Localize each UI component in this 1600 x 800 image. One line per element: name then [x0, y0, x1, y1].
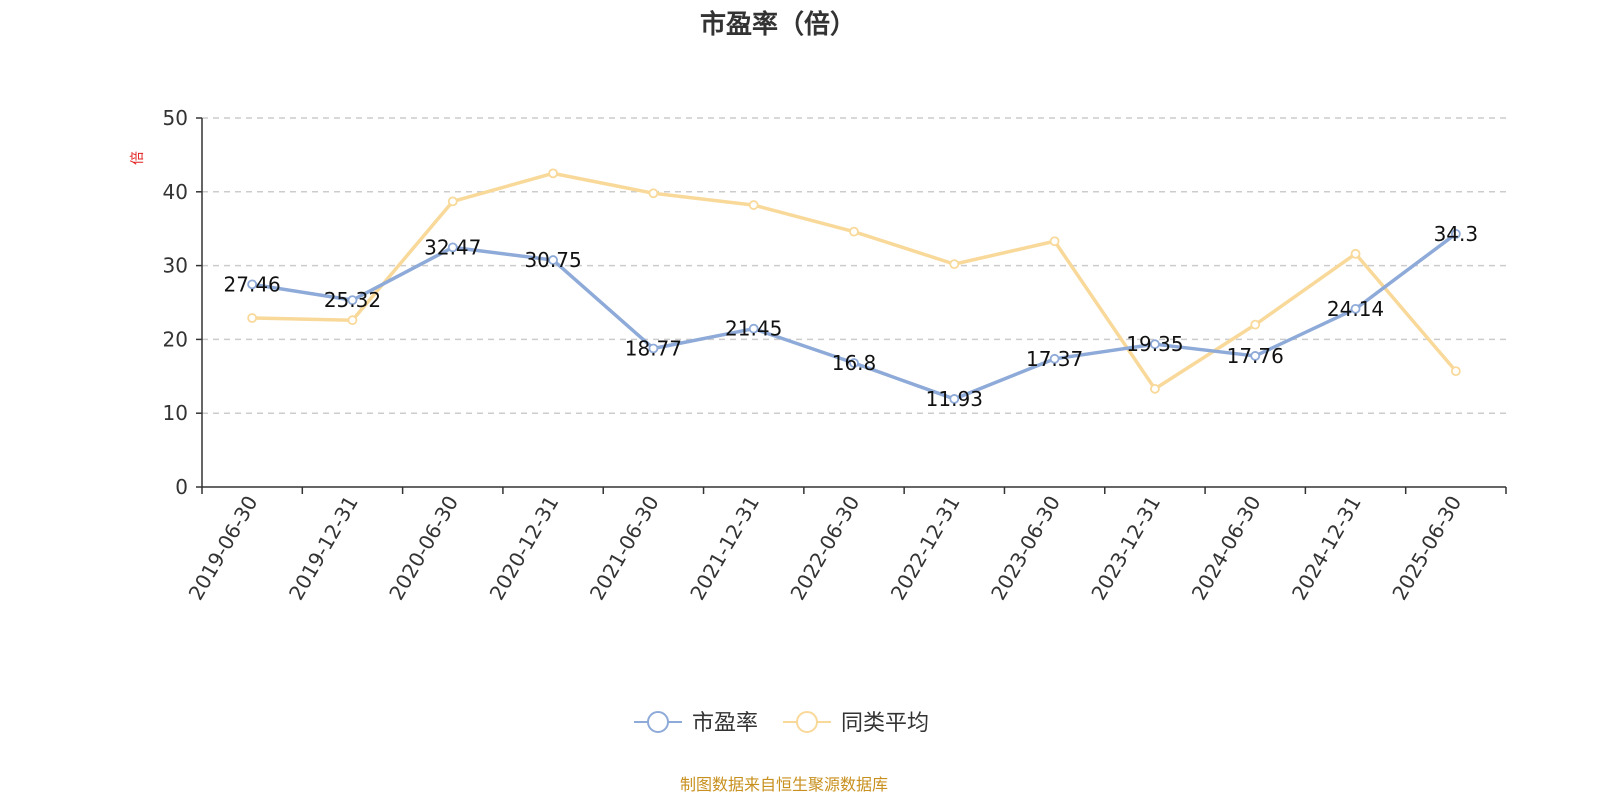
legend: 市盈率 同类平均	[634, 711, 929, 736]
data-point[interactable]	[548, 255, 558, 265]
x-tick-label: 2025-06-30	[1387, 492, 1466, 605]
data-label: 34.3	[1434, 222, 1479, 246]
data-point[interactable]	[1350, 303, 1361, 314]
data-label: 17.76	[1227, 344, 1284, 368]
data-point[interactable]	[1250, 351, 1261, 361]
data-labels: 27.46 25.32 32.47 30.75 18.77 21.45 16.8 11.93 1…	[224, 222, 1479, 411]
y-axis-unit-label: 倍	[130, 151, 146, 165]
data-point[interactable]	[849, 226, 859, 237]
x-tick-label: 2023-06-30	[986, 492, 1065, 605]
y-tick-label: 20	[163, 327, 188, 351]
x-tick-label: 2024-12-31	[1287, 492, 1366, 605]
legend-label: 市盈率	[692, 711, 758, 736]
x-tick-label: 2019-06-30	[184, 492, 263, 605]
legend-item-1[interactable]: 同类平均	[783, 711, 929, 736]
x-tick-label: 2020-12-31	[485, 492, 564, 605]
data-point[interactable]	[548, 168, 558, 179]
series-layer	[247, 168, 1461, 404]
data-point[interactable]	[1450, 228, 1461, 239]
data-point[interactable]	[1049, 236, 1060, 247]
y-tick-label: 10	[163, 401, 188, 425]
data-point[interactable]	[247, 313, 258, 323]
x-tick-label: 2024-06-30	[1187, 492, 1266, 605]
data-point[interactable]	[247, 279, 258, 290]
data-point[interactable]	[1049, 353, 1060, 364]
data-point[interactable]	[748, 200, 759, 210]
data-point[interactable]	[447, 196, 458, 207]
data-label: 21.45	[725, 317, 782, 341]
x-tick-label: 2021-12-31	[685, 492, 764, 605]
data-label: 17.37	[1026, 347, 1083, 371]
data-point[interactable]	[748, 323, 759, 334]
data-point[interactable]	[447, 242, 458, 253]
data-label: 24.14	[1327, 297, 1384, 321]
data-label: 11.93	[926, 387, 983, 411]
legend-item-0[interactable]: 市盈率	[634, 711, 758, 736]
data-point[interactable]	[648, 188, 659, 199]
y-tick-label: 40	[163, 180, 188, 204]
data-point[interactable]	[648, 343, 659, 354]
data-label: 25.32	[324, 288, 381, 312]
data-point[interactable]	[347, 315, 358, 326]
legend-marker-icon	[796, 711, 818, 733]
chart-title: 市盈率（倍）	[700, 9, 856, 40]
data-point[interactable]	[849, 358, 859, 368]
data-point[interactable]	[949, 259, 960, 270]
data-point[interactable]	[1250, 319, 1261, 330]
data-label: 16.8	[832, 351, 877, 375]
x-tick-label: 2023-12-31	[1086, 492, 1165, 605]
y-tick-label: 50	[163, 106, 188, 130]
x-tick-label: 2022-06-30	[785, 492, 864, 605]
x-tick-label: 2020-06-30	[384, 492, 463, 605]
gridlines	[202, 117, 1506, 414]
data-point[interactable]	[949, 394, 960, 404]
data-label: 27.46	[224, 272, 281, 296]
data-label: 32.47	[424, 235, 481, 259]
y-tick-label: 30	[163, 254, 188, 278]
footer-source-text: 制图数据来自恒生聚源数据库	[680, 775, 888, 794]
data-label: 30.75	[524, 248, 581, 272]
legend-label: 同类平均	[841, 711, 929, 736]
data-point[interactable]	[347, 295, 358, 306]
data-point[interactable]	[1350, 248, 1361, 259]
x-tick-label: 2022-12-31	[886, 491, 965, 604]
data-point[interactable]	[1150, 339, 1160, 350]
data-point[interactable]	[1150, 383, 1160, 394]
y-tick-label: 0	[175, 475, 188, 499]
legend-marker-icon	[647, 711, 669, 733]
data-label: 19.35	[1126, 332, 1183, 356]
x-tick-label: 2019-12-31	[284, 492, 363, 605]
data-label: 18.77	[625, 336, 682, 360]
data-point[interactable]	[1450, 366, 1461, 377]
x-tick-label: 2021-06-30	[585, 492, 664, 605]
